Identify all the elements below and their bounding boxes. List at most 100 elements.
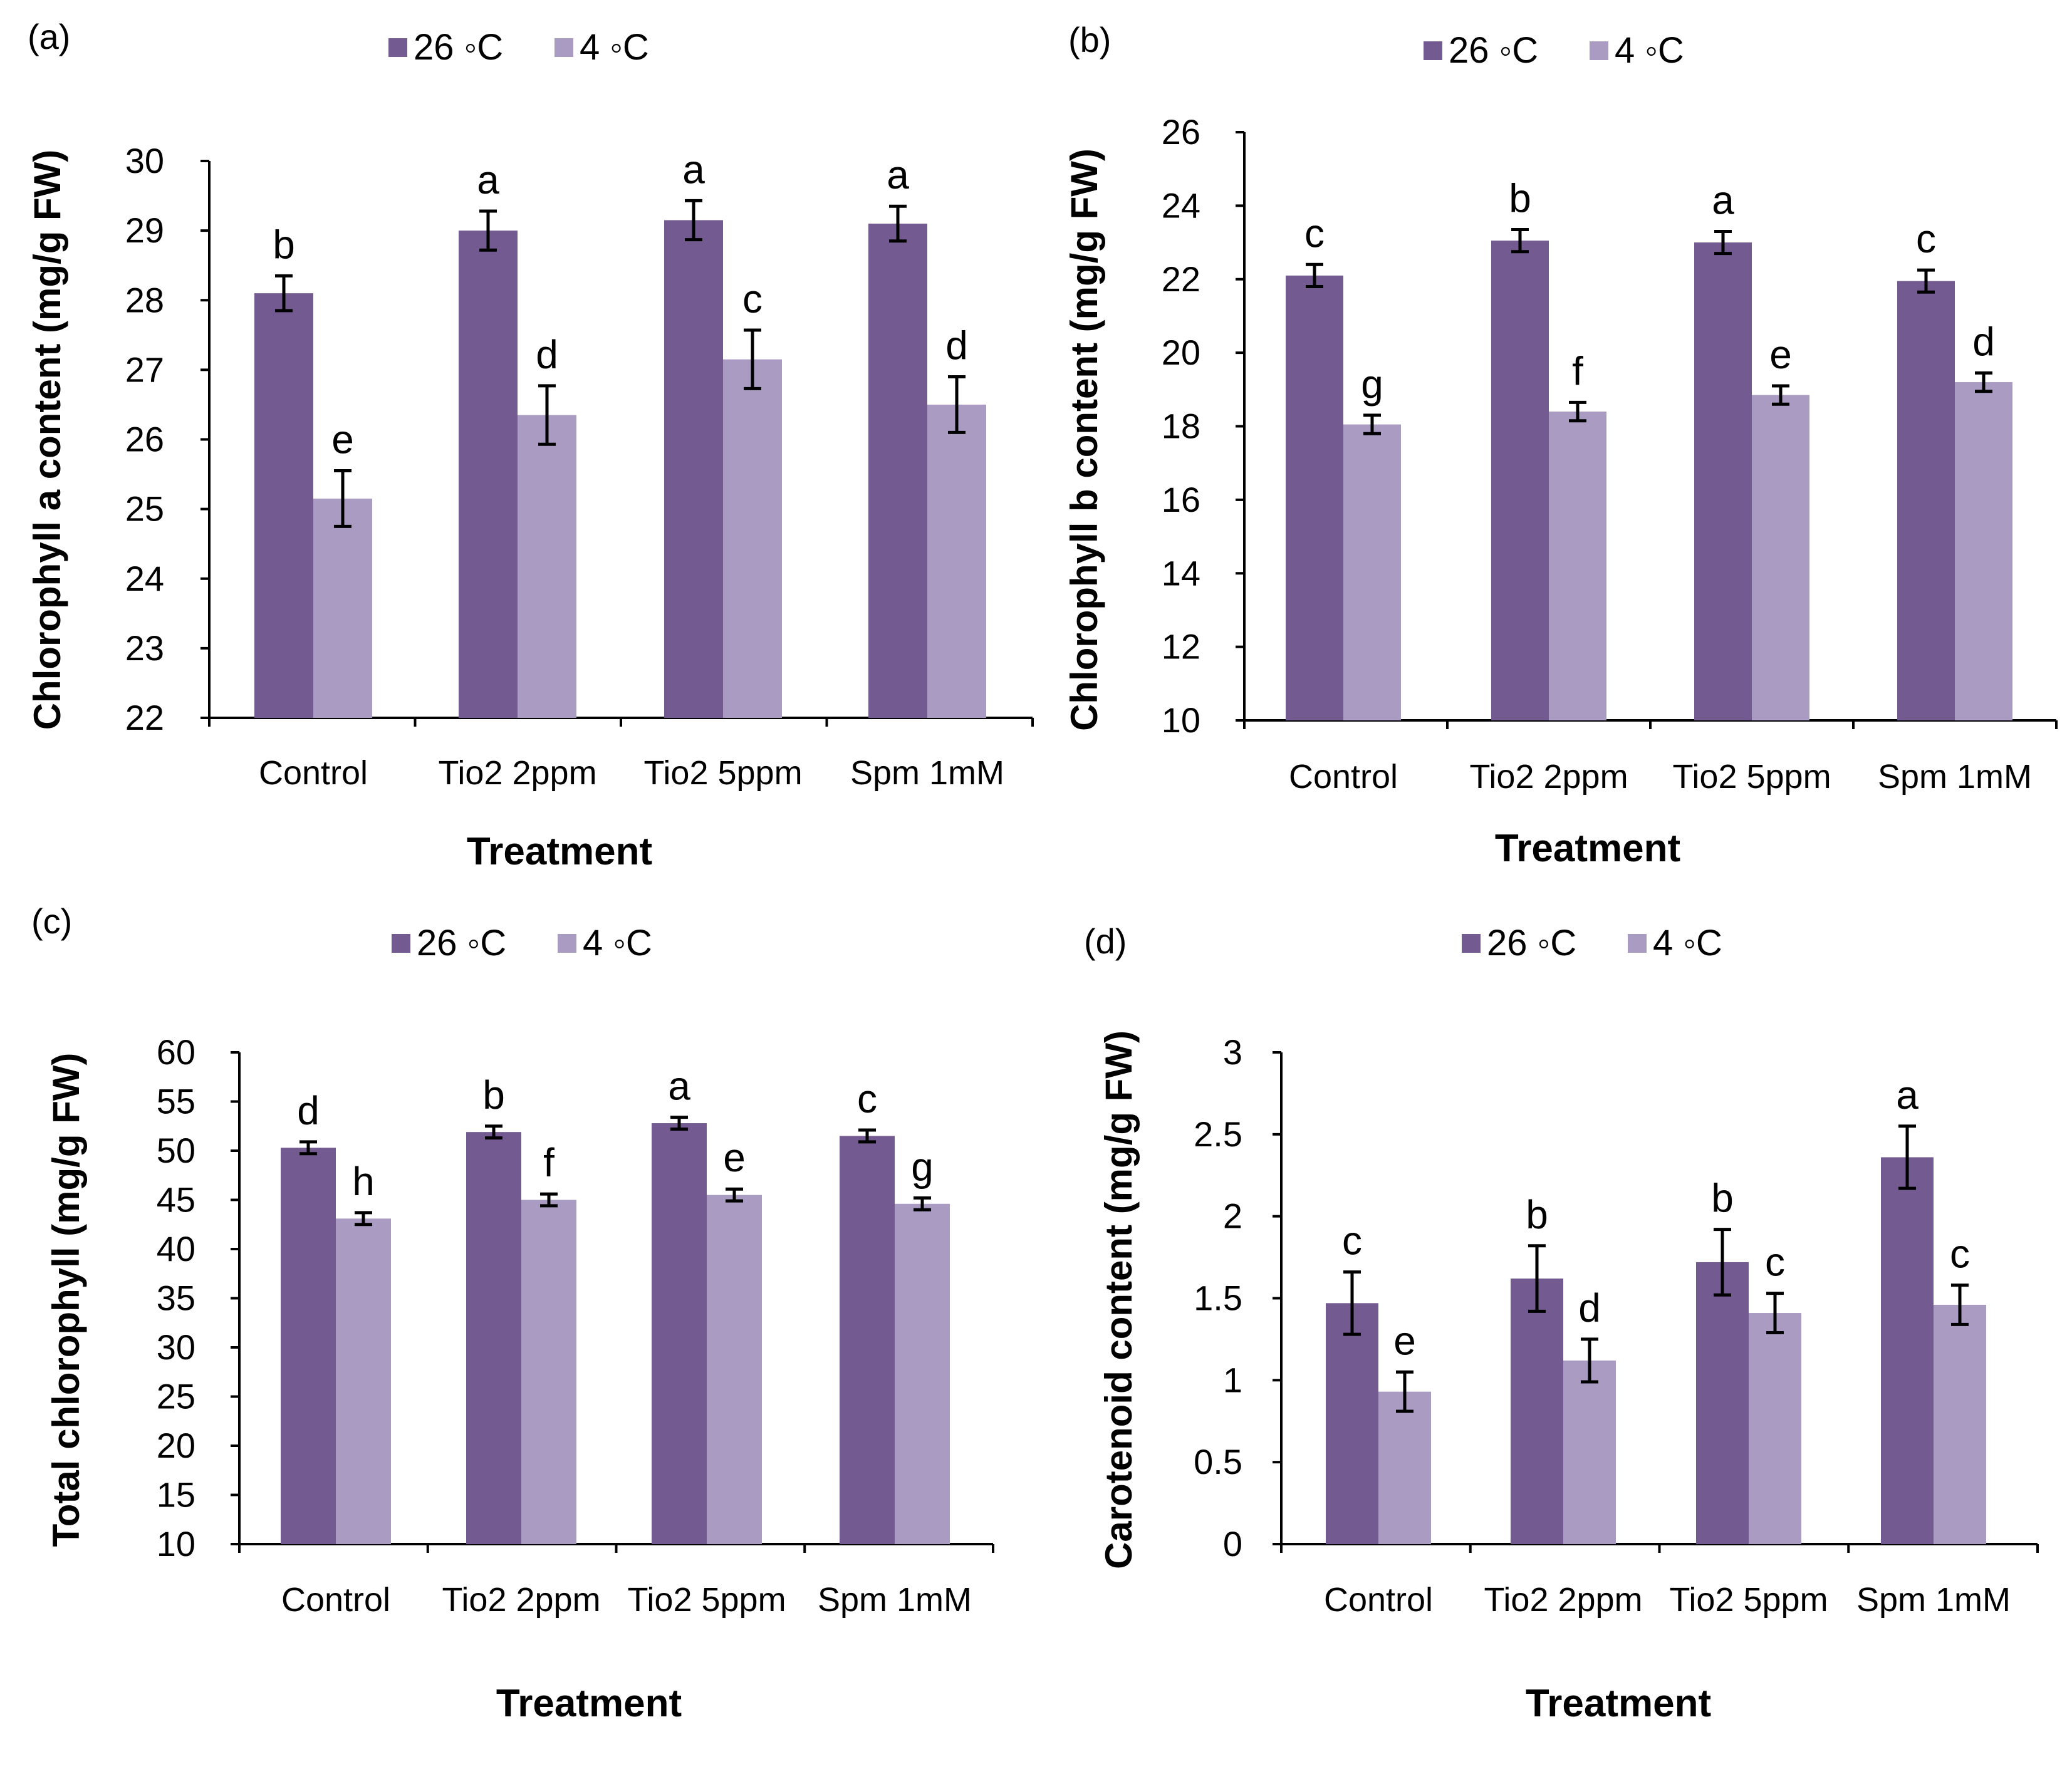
panel-label: (a) xyxy=(28,17,70,56)
legend-label: 4 ◦C xyxy=(1615,30,1684,71)
significance-letter: g xyxy=(1361,361,1383,407)
significance-letter: c xyxy=(1765,1240,1785,1285)
significance-letter: f xyxy=(1572,348,1583,393)
bar xyxy=(1696,1262,1749,1544)
legend-swatch xyxy=(1628,934,1647,953)
x-tick-label: Tio2 2ppm xyxy=(1484,1581,1642,1619)
x-tick-label: Tio2 2ppm xyxy=(442,1581,600,1619)
chart-panel: (a) 26 ◦C 4 ◦C 22 23 24 25 26 27 28 29 30 b e Control a… xyxy=(26,17,1034,873)
legend-swatch xyxy=(392,934,410,953)
significance-letter: g xyxy=(911,1144,934,1189)
significance-letter: d xyxy=(297,1088,320,1133)
bar xyxy=(1694,242,1752,720)
x-tick-label: Control xyxy=(1289,758,1398,796)
significance-letter: e xyxy=(331,417,354,462)
bar xyxy=(895,1203,950,1544)
y-tick-label: 55 xyxy=(157,1082,195,1121)
panel-label: (b) xyxy=(1068,20,1111,60)
significance-letter: d xyxy=(1972,319,1995,364)
y-tick-label: 40 xyxy=(157,1229,195,1268)
bar xyxy=(927,404,986,718)
x-tick-label: Spm 1mM xyxy=(1878,758,2032,796)
x-tick-label: Control xyxy=(1324,1581,1433,1619)
y-tick-label: 10 xyxy=(157,1524,195,1564)
panel-label: (d) xyxy=(1084,921,1127,961)
legend-label: 4 ◦C xyxy=(1653,923,1722,963)
significance-letter: a xyxy=(1712,177,1734,222)
bar xyxy=(840,1136,895,1544)
bar xyxy=(336,1218,391,1544)
y-tick-label: 25 xyxy=(125,489,164,529)
y-tick-label: 45 xyxy=(157,1180,195,1220)
y-tick-label: 24 xyxy=(1162,185,1200,225)
legend-label: 26 ◦C xyxy=(1487,923,1576,963)
y-tick-label: 3 xyxy=(1223,1032,1242,1072)
significance-letter: a xyxy=(682,147,705,192)
significance-letter: c xyxy=(1342,1218,1362,1263)
bar xyxy=(518,415,576,718)
legend-swatch xyxy=(1462,934,1481,953)
x-axis-title: Treatment xyxy=(496,1682,682,1725)
significance-letter: a xyxy=(1896,1072,1918,1118)
legend-label: 26 ◦C xyxy=(1449,30,1538,71)
y-axis-title: Total chlorophyll (mg/g FW) xyxy=(45,1053,87,1547)
y-tick-label: 29 xyxy=(125,210,164,250)
y-tick-label: 35 xyxy=(157,1278,195,1318)
bar xyxy=(1955,382,2012,720)
y-tick-label: 14 xyxy=(1162,553,1200,593)
significance-letter: c xyxy=(1304,210,1325,256)
y-tick-label: 30 xyxy=(157,1327,195,1367)
x-axis-title: Treatment xyxy=(1495,827,1680,870)
bar xyxy=(1549,412,1606,720)
bar xyxy=(707,1195,762,1544)
x-tick-label: Tio2 5ppm xyxy=(643,754,802,792)
bar xyxy=(281,1148,336,1544)
significance-letter: a xyxy=(477,157,499,202)
significance-letter: h xyxy=(352,1159,375,1204)
y-tick-label: 1.5 xyxy=(1194,1278,1242,1318)
bar xyxy=(664,220,723,718)
legend-label: 4 ◦C xyxy=(580,27,649,68)
bar xyxy=(1286,275,1343,721)
x-axis-title: Treatment xyxy=(467,830,652,873)
x-tick-label: Spm 1mM xyxy=(850,754,1004,792)
x-tick-label: Tio2 2ppm xyxy=(438,754,596,792)
bar xyxy=(459,231,518,718)
bar xyxy=(254,293,313,718)
y-tick-label: 26 xyxy=(125,420,164,459)
x-tick-label: Tio2 2ppm xyxy=(1469,758,1628,796)
y-tick-label: 28 xyxy=(125,280,164,319)
y-tick-label: 18 xyxy=(1162,407,1200,446)
y-tick-label: 27 xyxy=(125,350,164,389)
legend-label: 4 ◦C xyxy=(583,923,652,963)
y-tick-label: 60 xyxy=(157,1032,195,1072)
legend-label: 26 ◦C xyxy=(414,27,503,68)
significance-letter: f xyxy=(543,1140,554,1185)
y-tick-label: 24 xyxy=(125,559,164,598)
y-tick-label: 2.5 xyxy=(1194,1114,1242,1154)
bar xyxy=(1897,281,1955,720)
significance-letter: c xyxy=(1950,1232,1970,1277)
bar xyxy=(868,224,927,718)
legend-label: 26 ◦C xyxy=(417,923,506,963)
chart-panel: (b) 26 ◦C 4 ◦C 10 12 14 16 18 20 22 24 26 c g Control b… xyxy=(1063,20,2058,870)
significance-letter: c xyxy=(857,1076,877,1121)
legend-swatch xyxy=(1590,41,1608,60)
y-tick-label: 16 xyxy=(1162,480,1200,519)
bar xyxy=(313,498,372,718)
bar xyxy=(1491,241,1549,720)
significance-letter: e xyxy=(723,1135,746,1180)
significance-letter: d xyxy=(1578,1285,1601,1330)
bar xyxy=(1343,424,1401,720)
bar xyxy=(1563,1360,1616,1544)
y-tick-label: 12 xyxy=(1162,627,1200,666)
significance-letter: c xyxy=(1916,216,1936,261)
significance-letter: c xyxy=(742,276,763,321)
significance-letter: b xyxy=(1509,176,1531,221)
bar xyxy=(521,1200,576,1544)
x-tick-label: Tio2 5ppm xyxy=(627,1581,786,1619)
legend-swatch xyxy=(558,934,576,953)
significance-letter: b xyxy=(482,1072,505,1118)
bar xyxy=(652,1123,707,1544)
bar xyxy=(1881,1157,1934,1544)
